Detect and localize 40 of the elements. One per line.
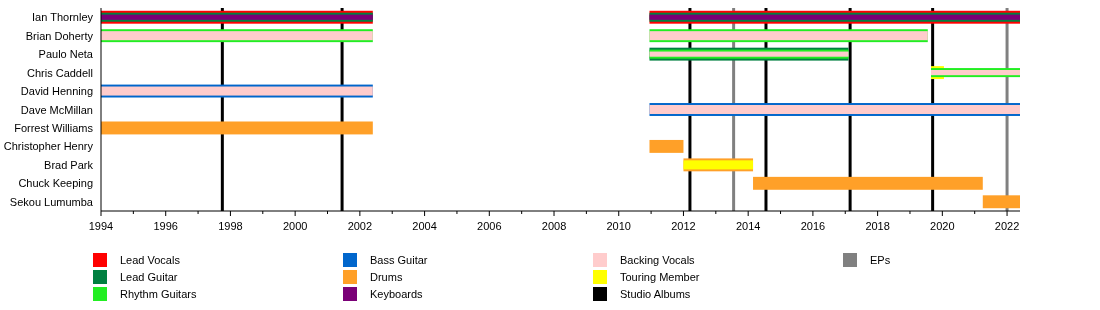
y-tick-label: Dave McMillan — [20, 103, 93, 116]
legend-label: Backing Vocals — [620, 254, 696, 266]
y-tick-label: David Henning — [20, 85, 93, 98]
x-tick-label: 2016 — [800, 220, 826, 232]
y-tick-label: Ian Thornley — [32, 11, 94, 24]
x-tick-label: 1998 — [218, 220, 243, 232]
x-tick-label: 2018 — [865, 220, 890, 232]
bar — [982, 195, 1020, 209]
x-tick-label: 2002 — [347, 220, 373, 232]
legend-label: Rhythm Guitars — [120, 288, 197, 300]
x-tick-label: 2000 — [282, 220, 308, 232]
x-tick-label: 2006 — [477, 220, 502, 232]
bar — [753, 176, 983, 190]
x-tick-label: 2020 — [930, 220, 955, 232]
y-tick-label: Sekou Lumumba — [9, 195, 94, 208]
legend-label: Keyboards — [370, 288, 424, 300]
y-tick-label: Brad Park — [44, 158, 94, 171]
y-tick-label: Chuck Keeping — [18, 177, 93, 190]
x-tick-label: 2008 — [541, 220, 567, 232]
x-tick-label: 2014 — [735, 220, 761, 232]
legend-label: EPs — [870, 254, 891, 266]
legend-label: Touring Member — [620, 271, 700, 283]
legend-label: Bass Guitar — [370, 254, 428, 266]
x-tick-label: 2010 — [606, 220, 631, 232]
y-tick-label: Brian Doherty — [25, 29, 94, 42]
x-tick-label: 2022 — [994, 220, 1020, 232]
y-tick-label: Forrest Williams — [14, 121, 94, 134]
bar — [649, 139, 684, 153]
y-tick-label: Paulo Neta — [38, 48, 94, 61]
legend-label: Lead Vocals — [120, 254, 181, 266]
x-tick-label: 1994 — [88, 220, 114, 232]
x-tick-label: 2004 — [412, 220, 437, 232]
x-tick-label: 1996 — [153, 220, 178, 232]
legend-label: Drums — [370, 271, 403, 283]
legend-label: Studio Albums — [620, 288, 691, 300]
bar — [101, 121, 373, 135]
y-tick-label: Christopher Henry — [3, 140, 94, 153]
y-tick-label: Chris Caddell — [26, 66, 93, 79]
legend-label: Lead Guitar — [120, 271, 178, 283]
x-tick-label: 2012 — [671, 220, 696, 232]
